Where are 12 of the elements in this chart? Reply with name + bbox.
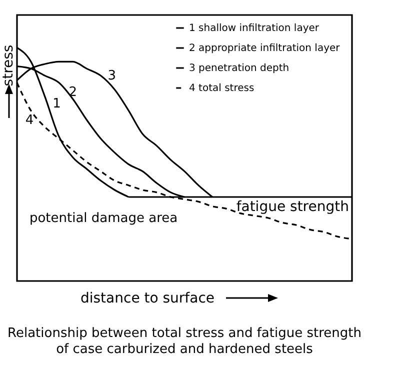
- legend-label: 3 penetration depth: [189, 63, 290, 74]
- annotation: 3: [108, 68, 116, 84]
- annotation: 4: [25, 113, 34, 128]
- legend-label: 4 total stress: [189, 83, 254, 94]
- x-axis-title: distance to surface: [80, 290, 215, 306]
- y-axis-title: stress: [0, 44, 16, 86]
- annotation: 1: [52, 96, 61, 112]
- legend-label: 2 appropriate infiltration layer: [189, 43, 341, 54]
- legend-label: 1 shallow infiltration layer: [189, 23, 320, 34]
- text: Relationship between total stress and fatigue strength of case carburized and hardened steels: [8, 326, 362, 357]
- annotation: potential damage area: [29, 211, 178, 226]
- series-label: fatigue strength: [236, 199, 349, 215]
